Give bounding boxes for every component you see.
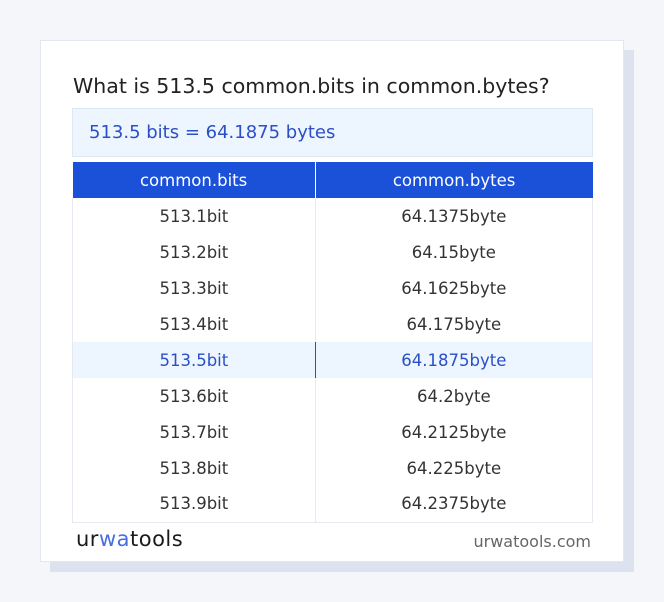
bits-cell: 513.5bit xyxy=(72,342,316,378)
bits-cell: 513.9bit xyxy=(72,486,316,523)
bytes-cell: 64.1875byte xyxy=(314,342,594,378)
table-row: 513.8bit 64.225byte xyxy=(72,450,594,486)
bits-cell: 513.1bit xyxy=(72,198,316,234)
table-row: 513.1bit 64.1375byte xyxy=(72,198,594,234)
bytes-cell: 64.225byte xyxy=(314,450,594,486)
bits-cell: 513.7bit xyxy=(72,414,316,450)
table-row: 513.2bit 64.15byte xyxy=(72,234,594,270)
table-row: 513.7bit 64.2125byte xyxy=(72,414,594,450)
urwatools-logo[interactable]: urwatools xyxy=(76,527,184,551)
table-row: 513.3bit 64.1625byte xyxy=(72,270,594,306)
column-header-bits: common.bits xyxy=(72,162,316,198)
page-title: What is 513.5 common.bits in common.byte… xyxy=(73,74,550,98)
table-row: 513.6bit 64.2byte xyxy=(72,378,594,414)
site-url[interactable]: urwatools.com xyxy=(473,532,592,551)
bytes-cell: 64.2375byte xyxy=(314,486,594,523)
result-box: 513.5 bits = 64.1875 bytes xyxy=(72,108,593,157)
bytes-cell: 64.1625byte xyxy=(314,270,594,306)
table-row: 513.9bit 64.2375byte xyxy=(72,486,594,523)
bits-cell: 513.6bit xyxy=(72,378,316,414)
bits-cell: 513.2bit xyxy=(72,234,316,270)
converter-card: What is 513.5 common.bits in common.byte… xyxy=(40,40,624,562)
conversion-table: common.bits common.bytes 513.1bit 64.1375… xyxy=(72,162,594,523)
bytes-cell: 64.1375byte xyxy=(314,198,594,234)
bits-cell: 513.4bit xyxy=(72,306,316,342)
bytes-cell: 64.2125byte xyxy=(314,414,594,450)
table-row: 513.5bit 64.1875byte xyxy=(72,342,594,378)
bits-cell: 513.8bit xyxy=(72,450,316,486)
bits-cell: 513.3bit xyxy=(72,270,316,306)
bytes-cell: 64.175byte xyxy=(314,306,594,342)
bytes-cell: 64.2byte xyxy=(314,378,594,414)
column-header-bytes: common.bytes xyxy=(315,162,593,198)
table-row: 513.4bit 64.175byte xyxy=(72,306,594,342)
bytes-cell: 64.15byte xyxy=(314,234,594,270)
